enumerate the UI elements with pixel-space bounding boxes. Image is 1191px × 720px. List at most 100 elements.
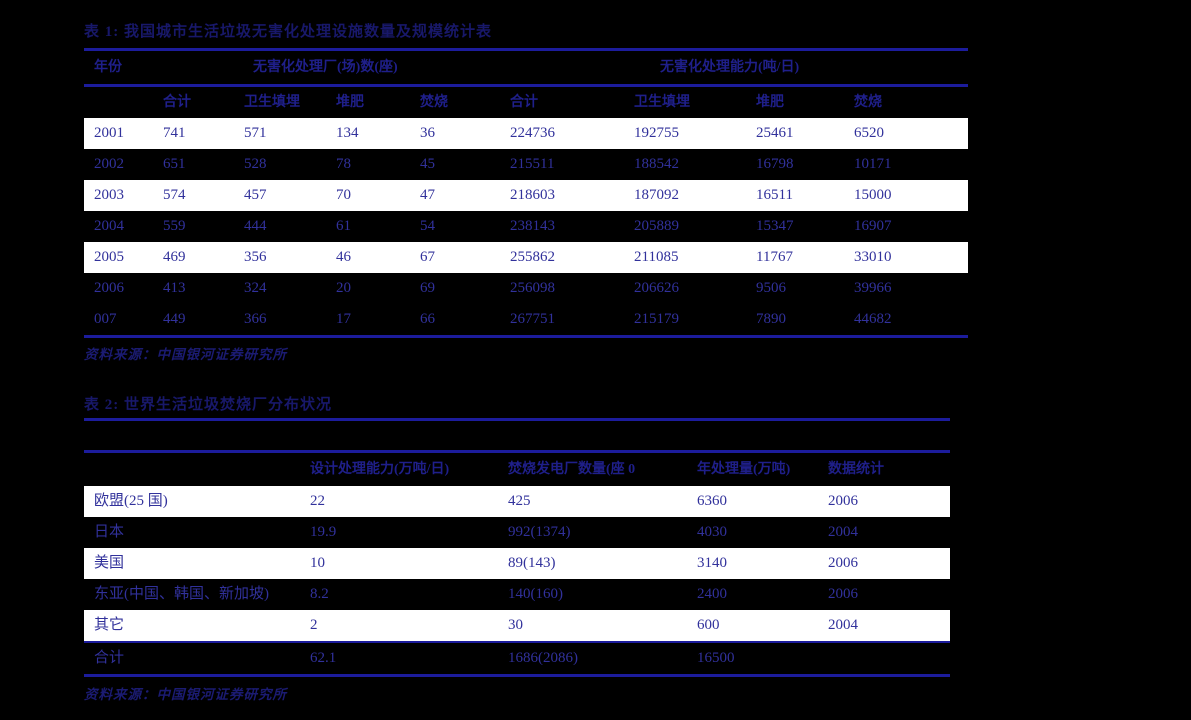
table1-value-cell: 69 (420, 280, 435, 296)
table1-subheader-cell: 卫生填埋 (634, 95, 690, 110)
table1-body: 2001 741 571 134 36 224736 192755 25461 6520 2002… (84, 118, 968, 335)
table2-value-cell: 2400 (697, 586, 727, 602)
table1-value-cell: 255862 (510, 249, 555, 265)
table2-value-cell: 992(1374) (508, 524, 571, 540)
spacer (84, 677, 950, 686)
table2-bottom-rule (84, 674, 950, 677)
table1-value-cell: 324 (244, 280, 267, 296)
table-row: 2005 469 356 46 67 255862 211085 11767 33010 (84, 242, 968, 273)
table1-value-cell: 15000 (854, 187, 892, 203)
table1-value-cell: 571 (244, 125, 267, 141)
table-row: 007 449 366 17 66 267751 215179 7890 44682 (84, 304, 968, 335)
table2-region-cell: 日本 (94, 524, 125, 540)
table1-group1-header: 无害化处理厂(场)数(座) (253, 60, 398, 75)
table2-value-cell: 10 (310, 555, 325, 571)
table2-region-cell: 东亚(中国、韩国、新加坡) (94, 586, 269, 602)
table1-year-cell: 2001 (94, 125, 124, 141)
table2-total-value: 16500 (697, 650, 735, 666)
table1-year-cell: 2004 (94, 218, 124, 234)
table1-bottom-rule (84, 335, 968, 338)
table1-value-cell: 15347 (756, 218, 794, 234)
table2-total-rule (84, 641, 950, 643)
table1-value-cell: 16511 (756, 187, 793, 203)
table1-value-cell: 218603 (510, 187, 555, 203)
table1-value-cell: 215511 (510, 156, 555, 172)
table1-value-cell: 33010 (854, 249, 892, 265)
table2-value-cell: 8.2 (310, 586, 329, 602)
table1-value-cell: 45 (420, 156, 435, 172)
table-row: 2001 741 571 134 36 224736 192755 25461 6520 (84, 118, 968, 149)
table2-value-cell: 4030 (697, 524, 727, 540)
table2-value-cell: 89(143) (508, 555, 556, 571)
table2-region-cell: 美国 (94, 555, 125, 571)
table1-value-cell: 267751 (510, 311, 555, 327)
table1-value-cell: 215179 (634, 311, 679, 327)
table1-value-cell: 47 (420, 187, 435, 203)
table1-value-cell: 44682 (854, 311, 892, 327)
spacer (84, 421, 950, 450)
table1-value-cell: 356 (244, 249, 267, 265)
table1-value-cell: 11767 (756, 249, 793, 265)
table1-value-cell: 192755 (634, 125, 679, 141)
table1-subheader-cell: 卫生填埋 (244, 95, 300, 110)
table2-value-cell: 30 (508, 617, 523, 633)
table-row: 其它 2 30 600 2004 (84, 610, 950, 641)
table-row: 2002 651 528 78 45 215511 188542 16798 10171 (84, 149, 968, 180)
table1-year-cell: 2006 (94, 280, 124, 296)
table2-header-cell: 年处理量(万吨) (697, 462, 791, 477)
table1-value-cell: 741 (163, 125, 186, 141)
table1-value-cell: 16907 (854, 218, 892, 234)
table1-subheader-cell: 合计 (510, 95, 538, 110)
table1-value-cell: 574 (163, 187, 186, 203)
table2-total-row: 合计 62.1 1686(2086) 16500 (84, 643, 950, 674)
table1-subheader-cell: 焚烧 (854, 95, 882, 110)
table-row: 东亚(中国、韩国、新加坡) 8.2 140(160) 2400 2006 (84, 579, 950, 610)
table1-value-cell: 39966 (854, 280, 892, 296)
table2-total-value: 62.1 (310, 650, 337, 666)
table1-value-cell: 7890 (756, 311, 786, 327)
table1-value-cell: 66 (420, 311, 435, 327)
table1-value-cell: 528 (244, 156, 267, 172)
table2-title-rule (84, 418, 950, 421)
table2-value-cell: 3140 (697, 555, 727, 571)
table1-section: 表 1: 我国城市生活垃圾无害化处理设施数量及规模统计表 年份 无害化处理厂(场… (84, 22, 968, 364)
table1-value-cell: 651 (163, 156, 186, 172)
table1-value-cell: 559 (163, 218, 186, 234)
table1-value-cell: 20 (336, 280, 351, 296)
table2-value-cell: 2 (310, 617, 318, 633)
table2-header-cell: 数据统计 (828, 462, 884, 477)
table1-value-cell: 17 (336, 311, 351, 327)
table2-title: 表 2: 世界生活垃圾焚烧厂分布状况 (84, 397, 332, 413)
table2-value-cell: 600 (697, 617, 720, 633)
table1-value-cell: 9506 (756, 280, 786, 296)
table2-value-cell: 6360 (697, 493, 727, 509)
table-row: 美国 10 89(143) 3140 2006 (84, 548, 950, 579)
table1-value-cell: 134 (336, 125, 359, 141)
table2-value-cell: 425 (508, 493, 531, 509)
table1-value-cell: 413 (163, 280, 186, 296)
table1-value-cell: 61 (336, 218, 351, 234)
table2-value-cell: 2004 (828, 617, 858, 633)
table1-subheader-cell: 堆肥 (756, 95, 784, 110)
table1-value-cell: 206626 (634, 280, 679, 296)
table2-value-cell: 19.9 (310, 524, 337, 540)
table1-year-cell: 2003 (94, 187, 124, 203)
table1-value-cell: 366 (244, 311, 267, 327)
table1-value-cell: 211085 (634, 249, 679, 265)
table2-body: 欧盟(25 国) 22 425 6360 2006 日本 19.9 992(1374) 4030… (84, 486, 950, 641)
table1-value-cell: 70 (336, 187, 351, 203)
table1-value-cell: 25461 (756, 125, 794, 141)
table2-value-cell: 2004 (828, 524, 858, 540)
table1-value-cell: 10171 (854, 156, 892, 172)
table2-total-value: 1686(2086) (508, 650, 578, 666)
table2-value-cell: 2006 (828, 586, 858, 602)
table1-value-cell: 78 (336, 156, 351, 172)
table2-header-cell: 设计处理能力(万吨/日) (310, 462, 450, 477)
table1-value-cell: 469 (163, 249, 186, 265)
table1-group2-header: 无害化处理能力(吨/日) (660, 60, 800, 75)
table1-value-cell: 54 (420, 218, 435, 234)
table-row: 2004 559 444 61 54 238143 205889 15347 16907 (84, 211, 968, 242)
table2-header-row: 设计处理能力(万吨/日) 焚烧发电厂数量(座 0 年处理量(万吨) 数据统计 (84, 453, 950, 486)
table1-value-cell: 444 (244, 218, 267, 234)
table2-region-cell: 其它 (94, 617, 125, 633)
